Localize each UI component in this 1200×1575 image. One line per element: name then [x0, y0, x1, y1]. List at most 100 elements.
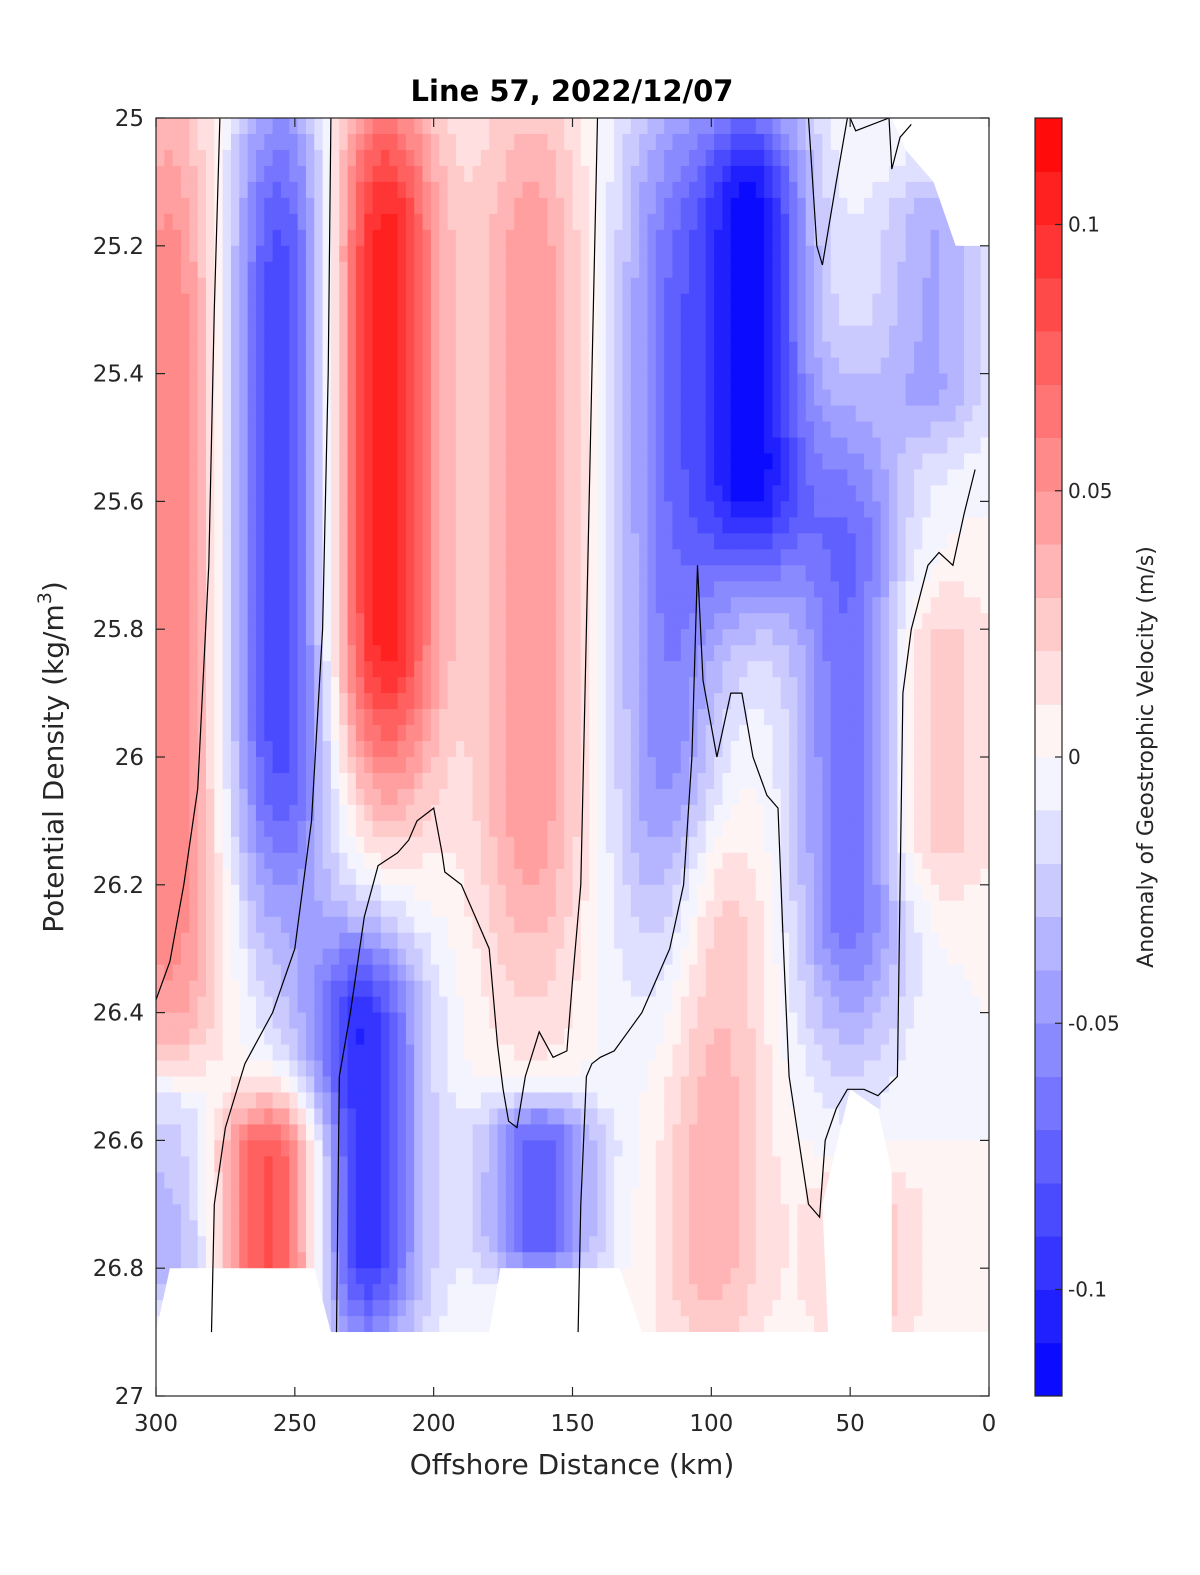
- heatmap-cell: [564, 1028, 574, 1046]
- heatmap-cell: [330, 820, 340, 838]
- heatmap-cell: [314, 565, 324, 582]
- heatmap-cell: [447, 293, 457, 311]
- heatmap-cell: [172, 693, 182, 710]
- heatmap-cell: [239, 181, 249, 199]
- heatmap-cell: [264, 1044, 274, 1062]
- heatmap-cell: [647, 293, 657, 311]
- heatmap-cell: [289, 197, 299, 215]
- heatmap-cell: [547, 1220, 557, 1237]
- heatmap-cell: [197, 277, 207, 295]
- heatmap-cell: [597, 261, 607, 279]
- heatmap-cell: [464, 133, 474, 151]
- heatmap-cell: [305, 533, 315, 550]
- heatmap-cell: [197, 1252, 207, 1269]
- heatmap-cell: [622, 900, 632, 918]
- heatmap-cell: [364, 277, 374, 295]
- heatmap-cell: [414, 980, 424, 998]
- heatmap-cell: [672, 533, 682, 550]
- heatmap-cell: [564, 757, 574, 774]
- heatmap-cell: [355, 389, 365, 407]
- heatmap-cell: [247, 900, 257, 918]
- heatmap-cell: [172, 149, 182, 167]
- heatmap-cell: [172, 118, 182, 135]
- heatmap-cell: [405, 1300, 415, 1317]
- heatmap-cell: [514, 277, 524, 295]
- heatmap-cell: [480, 453, 490, 471]
- heatmap-cell: [622, 916, 632, 934]
- heatmap-cell: [664, 261, 674, 279]
- heatmap-cell: [230, 788, 240, 806]
- heatmap-cell: [547, 229, 557, 247]
- heatmap-cell: [422, 181, 432, 199]
- heatmap-cell: [389, 1140, 399, 1157]
- heatmap-cell: [572, 932, 582, 950]
- heatmap-cell: [497, 916, 507, 934]
- heatmap-cell: [464, 1204, 474, 1221]
- heatmap-cell: [322, 341, 332, 359]
- heatmap-cell: [389, 213, 399, 231]
- heatmap-cell: [630, 133, 640, 151]
- heatmap-cell: [572, 469, 582, 487]
- heatmap-cell: [530, 661, 540, 678]
- heatmap-cell: [405, 581, 415, 598]
- heatmap-cell: [555, 1092, 565, 1110]
- heatmap-cell: [622, 709, 632, 726]
- heatmap-cell: [564, 213, 574, 231]
- heatmap-cell: [172, 964, 182, 982]
- heatmap-cell: [197, 181, 207, 199]
- heatmap-cell: [414, 964, 424, 982]
- heatmap-cell: [330, 916, 340, 934]
- heatmap-cell: [430, 1252, 440, 1269]
- heatmap-cell: [439, 964, 449, 982]
- heatmap-cell: [639, 693, 649, 710]
- heatmap-cell: [664, 964, 674, 982]
- heatmap-cell: [314, 709, 324, 726]
- heatmap-cell: [364, 565, 374, 582]
- heatmap-cell: [480, 804, 490, 822]
- heatmap-cell: [497, 772, 507, 790]
- heatmap-cell: [480, 341, 490, 359]
- heatmap-cell: [180, 1028, 190, 1046]
- heatmap-cell: [572, 629, 582, 646]
- heatmap-cell: [230, 836, 240, 854]
- heatmap-cell: [222, 437, 232, 455]
- heatmap-cell: [414, 1156, 424, 1173]
- heatmap-cell: [614, 661, 624, 678]
- heatmap-cell: [230, 421, 240, 439]
- heatmap-cell: [280, 804, 290, 822]
- heatmap-cell: [430, 709, 440, 726]
- heatmap-cell: [580, 309, 590, 327]
- heatmap-cell: [389, 693, 399, 710]
- heatmap-cell: [630, 852, 640, 870]
- heatmap-cell: [580, 1124, 590, 1141]
- heatmap-cell: [189, 1092, 199, 1110]
- heatmap-cell: [605, 741, 615, 758]
- heatmap-cell: [455, 645, 465, 662]
- heatmap-cell: [572, 613, 582, 630]
- heatmap-cell: [222, 565, 232, 582]
- heatmap-cell: [314, 405, 324, 423]
- heatmap-cell: [272, 261, 282, 279]
- heatmap-cell: [455, 357, 465, 375]
- heatmap-cell: [647, 1124, 657, 1141]
- heatmap-cell: [289, 852, 299, 870]
- heatmap-cell: [156, 772, 165, 790]
- heatmap-cell: [230, 549, 240, 566]
- heatmap-cell: [455, 213, 465, 231]
- heatmap-cell: [605, 437, 615, 455]
- heatmap-cell: [230, 165, 240, 183]
- heatmap-cell: [522, 373, 532, 391]
- heatmap-cell: [372, 501, 382, 518]
- heatmap-cell: [464, 788, 474, 806]
- heatmap-cell: [247, 277, 257, 295]
- heatmap-cell: [622, 1140, 632, 1157]
- heatmap-cell: [372, 1060, 382, 1078]
- heatmap-cell: [389, 645, 399, 662]
- heatmap-cell: [589, 1060, 599, 1078]
- heatmap-cell: [314, 788, 324, 806]
- heatmap-cell: [355, 453, 365, 471]
- heatmap-cell: [289, 948, 299, 966]
- heatmap-cell: [289, 964, 299, 982]
- heatmap-cell: [430, 373, 440, 391]
- heatmap-cell: [330, 309, 340, 327]
